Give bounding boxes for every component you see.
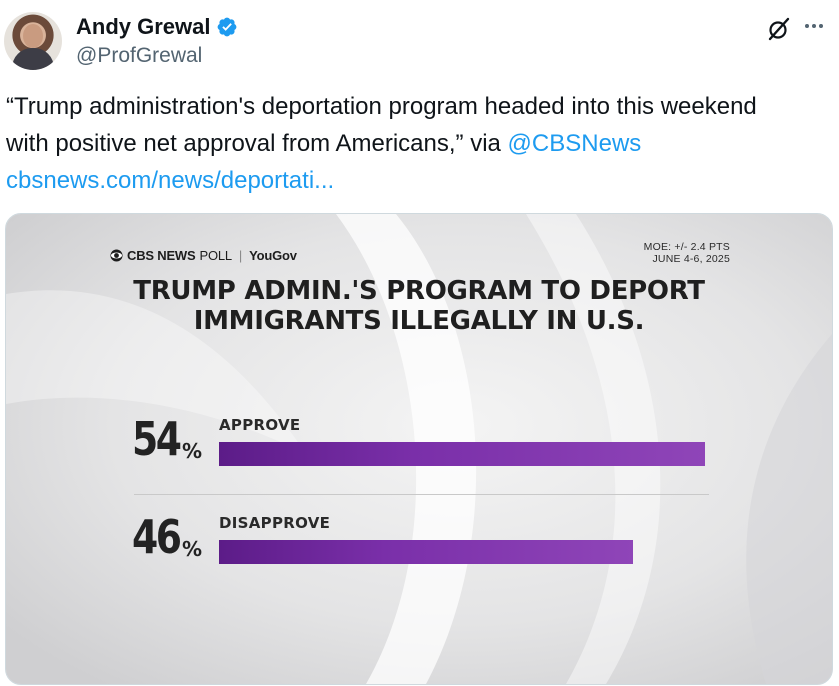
more-icon[interactable] <box>805 24 823 28</box>
more-dot <box>819 24 823 28</box>
value-label: 46% <box>132 514 202 560</box>
article-link[interactable]: cbsnews.com/news/deportati... <box>6 167 335 194</box>
grok-icon[interactable] <box>766 16 792 42</box>
graphic-title: TRUMP ADMIN.'S PROGRAM TO DEPORT IMMIGRA… <box>6 276 832 336</box>
poll-word: POLL <box>199 248 232 263</box>
cbs-poll-logo: CBS NEWS POLL | YouGov <box>110 248 297 263</box>
media-image[interactable]: CBS NEWS POLL | YouGov MOE: +/- 2.4 PTS … <box>5 213 833 685</box>
more-dot <box>805 24 809 28</box>
mention-link[interactable]: @CBSNews <box>507 130 642 157</box>
brand-name: CBS NEWS <box>127 248 196 263</box>
verified-badge-icon <box>218 17 237 37</box>
tweet-line-2-text: with positive net approval from American… <box>6 130 508 157</box>
cbs-eye-icon <box>110 249 123 262</box>
category-label: DISAPPROVE <box>219 514 331 532</box>
percent-sign: % <box>182 537 203 561</box>
poll-dates: JUNE 4-6, 2025 <box>652 253 730 265</box>
margin-of-error: MOE: +/- 2.4 PTS JUNE 4-6, 2025 <box>644 241 730 265</box>
author-handle[interactable]: @ProfGrewal <box>76 44 203 67</box>
logo-separator: | <box>238 248 243 263</box>
chart-row: 54% APPROVE <box>6 404 832 474</box>
value-number: 46 <box>132 510 182 564</box>
avatar-shirt <box>12 48 54 70</box>
tweet-line-2: with positive net approval from American… <box>6 125 832 162</box>
tweet-text: “Trump administration's deportation prog… <box>6 88 832 199</box>
category-label: APPROVE <box>219 416 301 434</box>
author-name-row[interactable]: Andy Grewal <box>76 14 238 40</box>
tweet-line-1: “Trump administration's deportation prog… <box>6 93 757 120</box>
value-number: 54 <box>132 412 182 466</box>
value-label: 54% <box>132 416 202 462</box>
partner-name: YouGov <box>249 248 297 263</box>
graphic-title-line-1: TRUMP ADMIN.'S PROGRAM TO DEPORT <box>133 276 705 306</box>
graphic-title-line-2: IMMIGRANTS ILLEGALLY IN U.S. <box>193 306 645 336</box>
author-display-name[interactable]: Andy Grewal <box>76 14 211 39</box>
moe-text: MOE: +/- 2.4 PTS <box>643 241 730 253</box>
avatar-face <box>23 24 43 48</box>
chart-bar <box>219 442 705 466</box>
chart-bar <box>219 540 633 564</box>
more-dot <box>812 24 816 28</box>
chart-row: 46% DISAPPROVE <box>6 502 832 572</box>
percent-sign: % <box>182 439 203 463</box>
avatar[interactable] <box>4 12 62 70</box>
chart-divider <box>134 494 709 495</box>
